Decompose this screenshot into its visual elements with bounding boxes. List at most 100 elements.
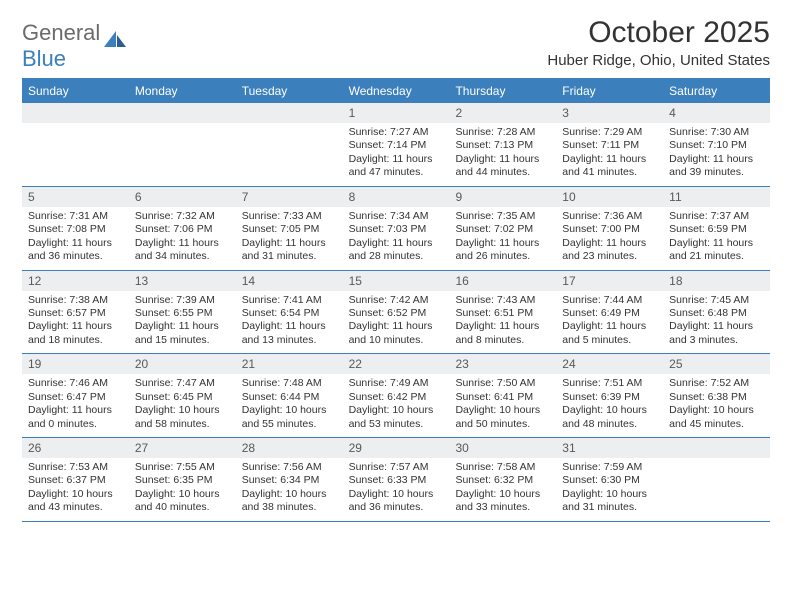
day-cell: 11Sunrise: 7:37 AMSunset: 6:59 PMDayligh… (663, 187, 770, 270)
day-cell: 9Sunrise: 7:35 AMSunset: 7:02 PMDaylight… (449, 187, 556, 270)
day-number: 31 (556, 438, 663, 458)
day-number: 10 (556, 187, 663, 207)
day-number: 21 (236, 354, 343, 374)
day-cell: 6Sunrise: 7:32 AMSunset: 7:06 PMDaylight… (129, 187, 236, 270)
logo: General Blue (22, 16, 128, 72)
day-cell: 3Sunrise: 7:29 AMSunset: 7:11 PMDaylight… (556, 103, 663, 186)
day-number: 5 (22, 187, 129, 207)
day-number: 9 (449, 187, 556, 207)
day-cell: 27Sunrise: 7:55 AMSunset: 6:35 PMDayligh… (129, 438, 236, 521)
day-body: Sunrise: 7:51 AMSunset: 6:39 PMDaylight:… (556, 374, 663, 437)
day-cell: 7Sunrise: 7:33 AMSunset: 7:05 PMDaylight… (236, 187, 343, 270)
day-body: Sunrise: 7:27 AMSunset: 7:14 PMDaylight:… (343, 123, 450, 186)
day-body: Sunrise: 7:52 AMSunset: 6:38 PMDaylight:… (663, 374, 770, 437)
day-body: Sunrise: 7:37 AMSunset: 6:59 PMDaylight:… (663, 207, 770, 270)
day-number: 25 (663, 354, 770, 374)
day-number: 12 (22, 271, 129, 291)
week-row: 5Sunrise: 7:31 AMSunset: 7:08 PMDaylight… (22, 187, 770, 271)
day-cell: 30Sunrise: 7:58 AMSunset: 6:32 PMDayligh… (449, 438, 556, 521)
dow-cell: Wednesday (343, 80, 450, 103)
day-number: 16 (449, 271, 556, 291)
day-cell: 28Sunrise: 7:56 AMSunset: 6:34 PMDayligh… (236, 438, 343, 521)
day-body: Sunrise: 7:44 AMSunset: 6:49 PMDaylight:… (556, 291, 663, 354)
day-cell (22, 103, 129, 186)
day-cell: 23Sunrise: 7:50 AMSunset: 6:41 PMDayligh… (449, 354, 556, 437)
day-cell (236, 103, 343, 186)
day-cell: 14Sunrise: 7:41 AMSunset: 6:54 PMDayligh… (236, 271, 343, 354)
dow-cell: Sunday (22, 80, 129, 103)
month-title: October 2025 (547, 16, 770, 50)
dow-cell: Thursday (449, 80, 556, 103)
day-number: 6 (129, 187, 236, 207)
day-number-empty (22, 103, 129, 123)
location-subtitle: Huber Ridge, Ohio, United States (547, 52, 770, 69)
dow-cell: Tuesday (236, 80, 343, 103)
day-body: Sunrise: 7:49 AMSunset: 6:42 PMDaylight:… (343, 374, 450, 437)
day-body: Sunrise: 7:32 AMSunset: 7:06 PMDaylight:… (129, 207, 236, 270)
day-number: 1 (343, 103, 450, 123)
day-number: 26 (22, 438, 129, 458)
day-cell: 29Sunrise: 7:57 AMSunset: 6:33 PMDayligh… (343, 438, 450, 521)
day-number: 22 (343, 354, 450, 374)
day-cell: 5Sunrise: 7:31 AMSunset: 7:08 PMDaylight… (22, 187, 129, 270)
day-number: 4 (663, 103, 770, 123)
day-body: Sunrise: 7:48 AMSunset: 6:44 PMDaylight:… (236, 374, 343, 437)
day-body: Sunrise: 7:42 AMSunset: 6:52 PMDaylight:… (343, 291, 450, 354)
day-cell: 1Sunrise: 7:27 AMSunset: 7:14 PMDaylight… (343, 103, 450, 186)
day-body-empty (663, 458, 770, 516)
day-body: Sunrise: 7:36 AMSunset: 7:00 PMDaylight:… (556, 207, 663, 270)
day-number: 8 (343, 187, 450, 207)
day-number: 27 (129, 438, 236, 458)
day-number-empty (236, 103, 343, 123)
day-number: 30 (449, 438, 556, 458)
day-body: Sunrise: 7:35 AMSunset: 7:02 PMDaylight:… (449, 207, 556, 270)
day-number: 18 (663, 271, 770, 291)
day-number: 14 (236, 271, 343, 291)
dow-cell: Monday (129, 80, 236, 103)
week-row: 1Sunrise: 7:27 AMSunset: 7:14 PMDaylight… (22, 103, 770, 187)
day-body-empty (22, 123, 129, 181)
day-body: Sunrise: 7:34 AMSunset: 7:03 PMDaylight:… (343, 207, 450, 270)
day-cell: 31Sunrise: 7:59 AMSunset: 6:30 PMDayligh… (556, 438, 663, 521)
header: General Blue October 2025 Huber Ridge, O… (22, 16, 770, 72)
day-cell: 22Sunrise: 7:49 AMSunset: 6:42 PMDayligh… (343, 354, 450, 437)
week-row: 12Sunrise: 7:38 AMSunset: 6:57 PMDayligh… (22, 271, 770, 355)
day-cell: 2Sunrise: 7:28 AMSunset: 7:13 PMDaylight… (449, 103, 556, 186)
day-number: 17 (556, 271, 663, 291)
day-body-empty (236, 123, 343, 181)
day-body: Sunrise: 7:58 AMSunset: 6:32 PMDaylight:… (449, 458, 556, 521)
day-body: Sunrise: 7:55 AMSunset: 6:35 PMDaylight:… (129, 458, 236, 521)
day-cell: 8Sunrise: 7:34 AMSunset: 7:03 PMDaylight… (343, 187, 450, 270)
day-body: Sunrise: 7:31 AMSunset: 7:08 PMDaylight:… (22, 207, 129, 270)
day-number: 2 (449, 103, 556, 123)
day-number: 20 (129, 354, 236, 374)
day-number-empty (129, 103, 236, 123)
day-number: 3 (556, 103, 663, 123)
day-cell: 20Sunrise: 7:47 AMSunset: 6:45 PMDayligh… (129, 354, 236, 437)
logo-text-blue: Blue (22, 46, 66, 71)
week-row: 26Sunrise: 7:53 AMSunset: 6:37 PMDayligh… (22, 438, 770, 522)
day-number-empty (663, 438, 770, 458)
day-cell (129, 103, 236, 186)
day-number: 7 (236, 187, 343, 207)
dow-cell: Friday (556, 80, 663, 103)
day-cell: 16Sunrise: 7:43 AMSunset: 6:51 PMDayligh… (449, 271, 556, 354)
day-body: Sunrise: 7:28 AMSunset: 7:13 PMDaylight:… (449, 123, 556, 186)
day-cell (663, 438, 770, 521)
day-body: Sunrise: 7:41 AMSunset: 6:54 PMDaylight:… (236, 291, 343, 354)
day-cell: 18Sunrise: 7:45 AMSunset: 6:48 PMDayligh… (663, 271, 770, 354)
day-body: Sunrise: 7:50 AMSunset: 6:41 PMDaylight:… (449, 374, 556, 437)
day-number: 11 (663, 187, 770, 207)
day-number: 13 (129, 271, 236, 291)
day-body: Sunrise: 7:33 AMSunset: 7:05 PMDaylight:… (236, 207, 343, 270)
day-cell: 4Sunrise: 7:30 AMSunset: 7:10 PMDaylight… (663, 103, 770, 186)
dow-cell: Saturday (663, 80, 770, 103)
day-number: 23 (449, 354, 556, 374)
day-cell: 15Sunrise: 7:42 AMSunset: 6:52 PMDayligh… (343, 271, 450, 354)
day-body-empty (129, 123, 236, 181)
day-number: 29 (343, 438, 450, 458)
day-number: 24 (556, 354, 663, 374)
day-number: 19 (22, 354, 129, 374)
dow-row: SundayMondayTuesdayWednesdayThursdayFrid… (22, 80, 770, 103)
day-body: Sunrise: 7:56 AMSunset: 6:34 PMDaylight:… (236, 458, 343, 521)
